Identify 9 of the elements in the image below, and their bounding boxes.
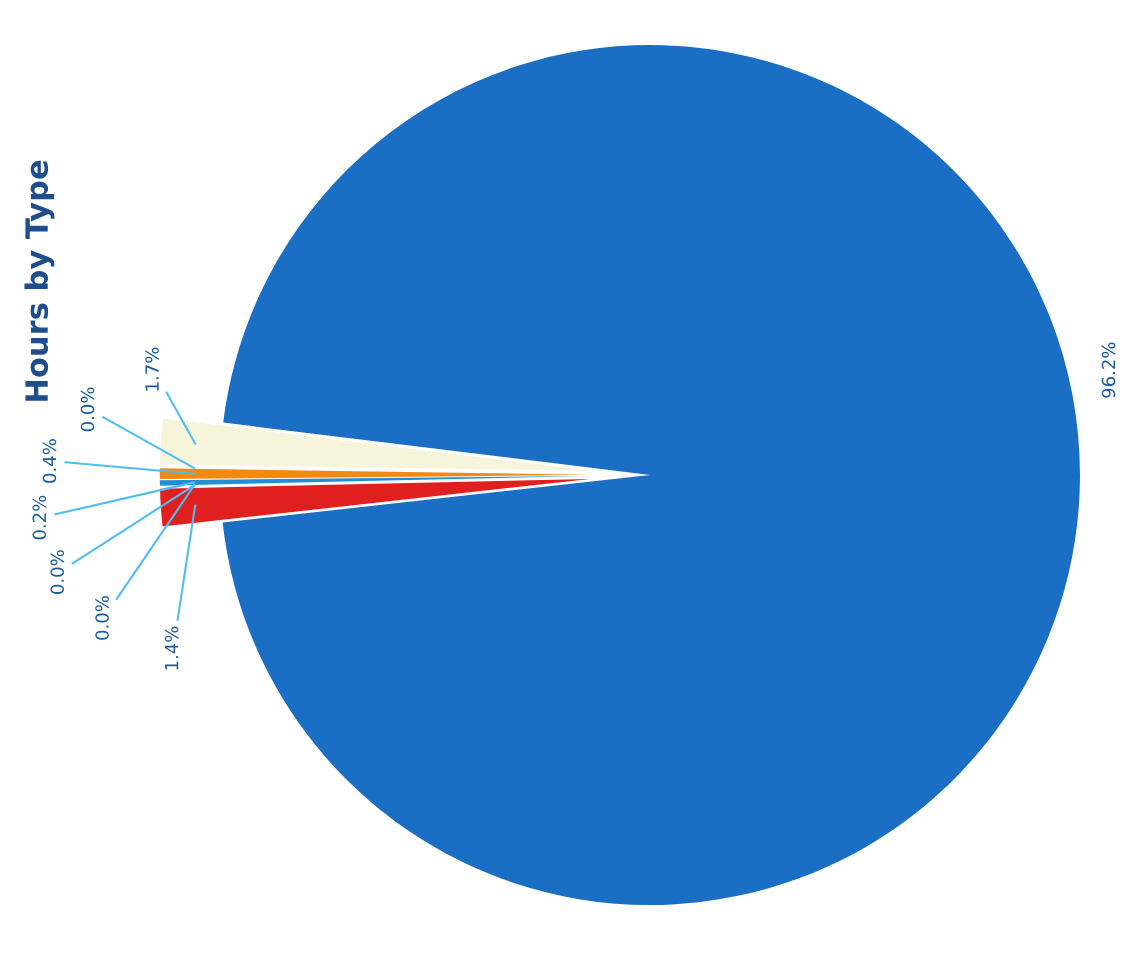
data-label: 96.2% bbox=[1101, 342, 1116, 398]
data-label: 1.4% bbox=[164, 626, 179, 670]
text: 0.0% bbox=[80, 387, 95, 432]
data-label: 1.7% bbox=[145, 347, 159, 391]
data-label: 0.2% bbox=[32, 495, 47, 540]
text: 0.0% bbox=[50, 550, 65, 594]
text: 0.0% bbox=[95, 596, 109, 640]
text: Hours by Type bbox=[24, 160, 55, 401]
data-label: 0.4% bbox=[42, 439, 57, 483]
